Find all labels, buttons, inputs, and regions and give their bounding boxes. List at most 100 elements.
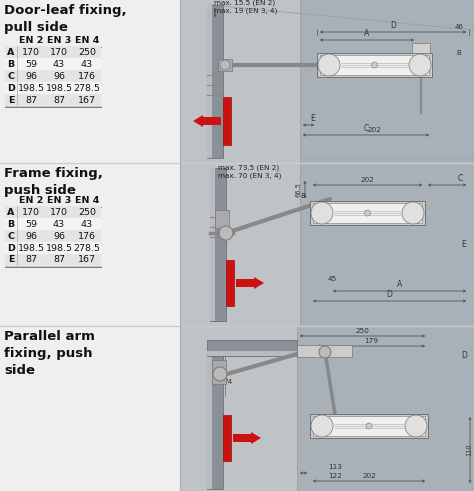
Text: 110: 110 bbox=[466, 444, 472, 456]
Text: C: C bbox=[8, 231, 15, 241]
Text: 198.5: 198.5 bbox=[18, 83, 45, 92]
Circle shape bbox=[213, 367, 227, 381]
Text: 179: 179 bbox=[364, 338, 378, 344]
Text: D: D bbox=[390, 21, 396, 30]
Text: B: B bbox=[8, 59, 15, 69]
Text: C: C bbox=[8, 72, 15, 81]
Circle shape bbox=[220, 60, 230, 70]
Text: EN 3: EN 3 bbox=[47, 196, 71, 205]
Text: 59: 59 bbox=[25, 219, 37, 228]
Bar bbox=[5, 58, 101, 70]
Text: 198.5: 198.5 bbox=[46, 244, 73, 252]
Circle shape bbox=[372, 62, 377, 68]
Text: 176: 176 bbox=[78, 231, 96, 241]
Text: B: B bbox=[8, 219, 15, 228]
Text: D: D bbox=[7, 244, 15, 252]
Bar bbox=[180, 326, 300, 491]
Bar bbox=[0, 326, 180, 491]
Bar bbox=[313, 416, 425, 436]
Text: 96: 96 bbox=[25, 72, 37, 81]
Text: EN 2: EN 2 bbox=[19, 196, 43, 205]
Text: 170: 170 bbox=[50, 208, 68, 217]
Bar bbox=[5, 242, 101, 254]
Text: 96: 96 bbox=[53, 231, 65, 241]
Bar bbox=[207, 351, 297, 356]
Text: 198.5: 198.5 bbox=[18, 244, 45, 252]
Bar bbox=[207, 5, 223, 158]
Bar bbox=[226, 260, 234, 306]
Text: A: A bbox=[365, 29, 370, 38]
Circle shape bbox=[311, 415, 333, 437]
Text: max. 15.5 (EN 2): max. 15.5 (EN 2) bbox=[214, 0, 275, 5]
Text: 198.5: 198.5 bbox=[46, 83, 73, 92]
Text: 43: 43 bbox=[53, 219, 65, 228]
Text: 202: 202 bbox=[367, 127, 382, 133]
Text: 250: 250 bbox=[78, 208, 96, 217]
Text: 202: 202 bbox=[362, 473, 376, 479]
Text: A: A bbox=[7, 48, 15, 56]
FancyArrow shape bbox=[236, 277, 264, 289]
Bar bbox=[212, 360, 226, 384]
Bar bbox=[297, 326, 474, 491]
Circle shape bbox=[409, 54, 431, 76]
Bar bbox=[5, 254, 101, 266]
Bar bbox=[180, 163, 300, 326]
Bar bbox=[218, 59, 232, 71]
Text: EN 2: EN 2 bbox=[19, 36, 43, 45]
Text: 87: 87 bbox=[25, 255, 37, 265]
Text: 122: 122 bbox=[328, 473, 342, 479]
Text: C: C bbox=[364, 124, 369, 133]
Bar bbox=[310, 414, 428, 438]
Text: 170: 170 bbox=[22, 208, 40, 217]
Circle shape bbox=[318, 54, 340, 76]
Bar bbox=[5, 206, 101, 218]
Text: 96: 96 bbox=[25, 231, 37, 241]
Text: 87: 87 bbox=[25, 96, 37, 105]
Text: A: A bbox=[7, 208, 15, 217]
Text: Door-leaf fixing,
pull side: Door-leaf fixing, pull side bbox=[4, 4, 127, 34]
Text: 167: 167 bbox=[78, 96, 96, 105]
Text: 113: 113 bbox=[328, 464, 342, 470]
Text: 278.5: 278.5 bbox=[73, 244, 100, 252]
Text: E: E bbox=[8, 96, 14, 105]
Text: 176: 176 bbox=[78, 72, 96, 81]
Circle shape bbox=[366, 423, 372, 429]
Circle shape bbox=[219, 226, 233, 240]
Text: 278.5: 278.5 bbox=[73, 83, 100, 92]
Text: 43: 43 bbox=[53, 59, 65, 69]
Bar bbox=[412, 43, 430, 53]
Bar bbox=[223, 415, 231, 461]
Text: C: C bbox=[457, 174, 463, 183]
Text: D: D bbox=[461, 352, 467, 360]
Text: EN 3: EN 3 bbox=[47, 36, 71, 45]
Text: 45: 45 bbox=[328, 276, 337, 282]
Text: 66.5: 66.5 bbox=[296, 182, 302, 197]
Circle shape bbox=[402, 202, 424, 224]
Bar bbox=[5, 46, 101, 58]
Text: 87: 87 bbox=[53, 96, 65, 105]
Text: max. 19 (EN 3, 4): max. 19 (EN 3, 4) bbox=[214, 7, 277, 13]
Text: E: E bbox=[310, 114, 315, 123]
Bar bbox=[320, 55, 429, 75]
Bar bbox=[313, 203, 422, 223]
Circle shape bbox=[405, 415, 427, 437]
Text: EN 4: EN 4 bbox=[75, 36, 99, 45]
Text: 170: 170 bbox=[22, 48, 40, 56]
Bar bbox=[310, 201, 425, 225]
Bar bbox=[5, 70, 101, 82]
Text: B: B bbox=[300, 192, 305, 198]
Text: 74: 74 bbox=[223, 379, 233, 385]
Bar bbox=[210, 168, 215, 321]
Bar bbox=[300, 163, 474, 326]
Bar bbox=[5, 94, 101, 106]
Text: 170: 170 bbox=[50, 48, 68, 56]
Bar bbox=[0, 163, 180, 326]
Text: 202: 202 bbox=[361, 177, 374, 183]
Circle shape bbox=[311, 202, 333, 224]
Text: D: D bbox=[7, 83, 15, 92]
Text: 167: 167 bbox=[78, 255, 96, 265]
Bar bbox=[5, 82, 101, 94]
Text: max. 70 (EN 3, 4): max. 70 (EN 3, 4) bbox=[218, 172, 282, 179]
Text: 43: 43 bbox=[81, 59, 93, 69]
Text: B: B bbox=[456, 50, 461, 56]
